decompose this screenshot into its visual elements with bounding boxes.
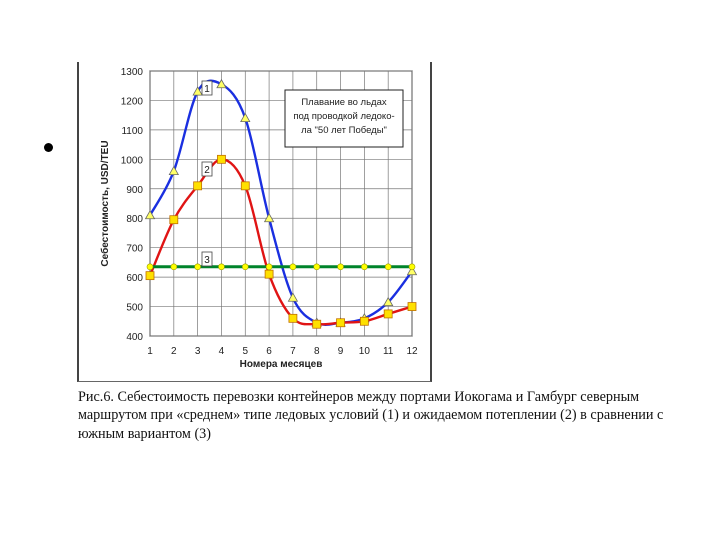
series-2-point: [288, 313, 298, 323]
x-tick-label: 12: [406, 346, 418, 357]
series-2-point: [145, 271, 155, 281]
annotation-line: Плавание во льдах: [301, 97, 387, 108]
series-2-point: [336, 318, 345, 328]
series-2-point: [312, 319, 322, 329]
series-2-point: [217, 154, 226, 164]
series-2-point: [407, 302, 417, 311]
series-1-point: [287, 292, 299, 302]
annotation-line: под проводкой ледоко-: [293, 111, 394, 122]
series-1-label: 1: [204, 84, 210, 95]
series-2-point: [240, 181, 250, 191]
series-3-point: [361, 263, 368, 271]
y-tick-label: 1100: [121, 126, 143, 137]
series-1-point: [240, 112, 251, 123]
bullet-point: [44, 143, 53, 152]
series-3-point: [289, 263, 297, 271]
series-3-point: [241, 263, 249, 271]
series-2-point: [264, 269, 274, 279]
series-3-point: [170, 263, 178, 271]
y-tick-label: 1000: [121, 155, 144, 166]
series-1-point: [192, 86, 203, 96]
series-3-point: [313, 263, 321, 271]
series-3-point: [146, 263, 154, 271]
series-2-label-box: [201, 161, 213, 177]
y-tick-label: 400: [126, 332, 143, 343]
x-tick-label: 5: [242, 346, 248, 357]
series-3-point: [337, 263, 344, 271]
figure-caption: Рис.6. Себестоимость перевозки контейнер…: [78, 389, 664, 442]
series-2-point: [193, 181, 203, 191]
series-2-point: [359, 316, 369, 326]
series-1-point: [168, 165, 180, 176]
y-tick-label: 700: [126, 244, 143, 255]
series-3-label: 3: [204, 255, 210, 266]
series-2-label: 2: [204, 165, 210, 176]
y-tick-label: 1300: [121, 67, 144, 78]
annotation-line: ла "50 лет Победы": [301, 125, 387, 136]
series-1-point: [382, 296, 394, 307]
annotation-box: [284, 89, 404, 148]
series-2-point: [383, 309, 393, 319]
x-tick-label: 4: [219, 346, 225, 357]
x-tick-label: 11: [383, 346, 394, 357]
series-3-point: [265, 263, 273, 271]
y-axis-title: Себестоимость, USD/TEU: [99, 140, 111, 266]
x-tick-label: 6: [266, 346, 272, 357]
x-tick-label: 2: [171, 346, 177, 357]
series-3-point: [384, 263, 392, 271]
x-tick-label: 1: [147, 346, 153, 357]
y-tick-label: 900: [126, 185, 143, 196]
series-3-point: [408, 263, 416, 271]
series-3-point: [194, 263, 201, 271]
y-tick-label: 1200: [121, 96, 144, 107]
y-tick-label: 600: [126, 273, 143, 284]
series-1-point: [216, 78, 227, 89]
x-tick-label: 8: [314, 346, 320, 357]
y-tick-label: 500: [126, 303, 143, 314]
y-tick-label: 800: [126, 214, 143, 225]
x-axis-title: Номера месяцев: [240, 359, 323, 370]
figure-frame: [77, 62, 432, 382]
x-tick-label: 7: [290, 346, 296, 357]
x-tick-label: 9: [338, 346, 344, 357]
series-1-point: [144, 209, 156, 220]
series-1-label-box: [201, 80, 213, 96]
series-1-point: [406, 265, 418, 276]
series-1-point: [263, 212, 275, 223]
x-tick-label: 3: [195, 346, 201, 357]
series-3-point: [218, 263, 225, 271]
series-3-label-box: [201, 251, 213, 267]
x-tick-label: 10: [359, 346, 371, 357]
series-2-point: [169, 215, 179, 225]
